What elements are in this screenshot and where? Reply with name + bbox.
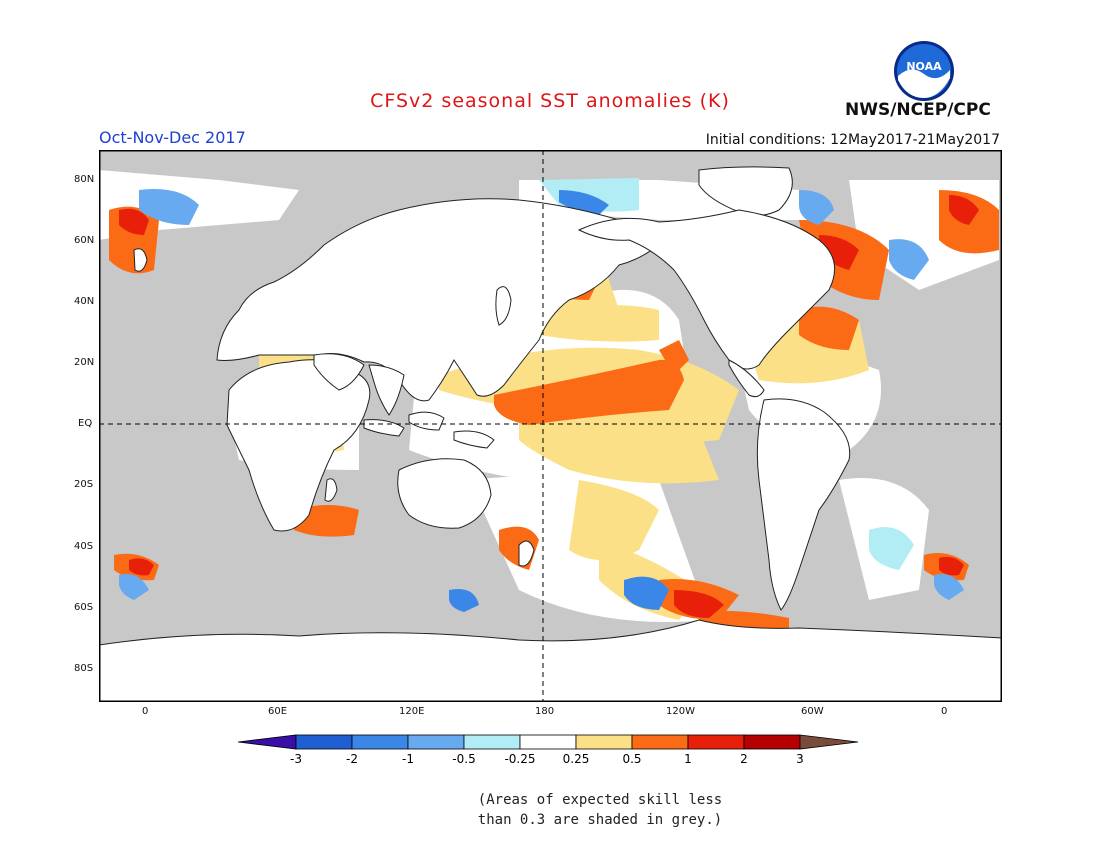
lat-label: 60N <box>74 235 95 246</box>
colorbar-label: 3 <box>796 752 804 766</box>
colorbar-label: 0.5 <box>622 752 642 766</box>
colorbar-label: -0.5 <box>452 752 476 766</box>
colorbar-label: -2 <box>346 752 358 766</box>
skill-note-line: than 0.3 are shaded in grey.) <box>477 812 723 828</box>
lon-label: 60E <box>268 706 288 717</box>
lon-label: 180 <box>535 706 555 717</box>
lat-label: 20N <box>74 357 95 368</box>
colorbar-segment <box>407 734 465 750</box>
chart-title: CFSv2 seasonal SST anomalies (K) <box>370 90 730 112</box>
skill-note: (Areas of expected skill less than 0.3 a… <box>420 790 780 830</box>
initial-conditions-label: Initial conditions: 12May2017-21May2017 <box>705 132 1000 148</box>
colorbar-segment <box>743 734 801 750</box>
colorbar-label: -3 <box>290 752 302 766</box>
lat-label: 20S <box>74 479 94 490</box>
colorbar-label: 2 <box>740 752 748 766</box>
colorbar-segment <box>351 734 409 750</box>
colorbar-segment <box>687 734 745 750</box>
svg-text:NOAA: NOAA <box>906 60 942 73</box>
lat-label: 80N <box>74 174 95 185</box>
colorbar-label: 0.25 <box>562 752 590 766</box>
colorbar <box>238 734 859 750</box>
lon-label: 120E <box>399 706 425 717</box>
lat-label: 60S <box>74 602 94 613</box>
agency-label: NWS/NCEP/CPC <box>845 100 991 120</box>
sst-anomaly-map <box>99 150 1002 702</box>
continents <box>99 166 1002 702</box>
season-label: Oct-Nov-Dec 2017 <box>99 128 246 147</box>
lon-label: 60W <box>801 706 824 717</box>
map-frame <box>99 150 1002 702</box>
colorbar-label: -1 <box>402 752 414 766</box>
colorbar-label: -0.25 <box>504 752 536 766</box>
colorbar-segment <box>295 734 353 750</box>
lon-label: 0 <box>941 706 948 717</box>
colorbar-segment <box>575 734 633 750</box>
lat-label: 40N <box>74 296 95 307</box>
colorbar-label: 1 <box>684 752 692 766</box>
colorbar-segment <box>463 734 521 750</box>
colorbar-segment <box>519 734 577 750</box>
colorbar-segment <box>631 734 689 750</box>
noaa-logo: NOAA <box>894 41 954 101</box>
lat-label: 40S <box>74 541 94 552</box>
lon-label: 120W <box>666 706 695 717</box>
lon-label: 0 <box>142 706 149 717</box>
lat-label: EQ <box>78 418 93 429</box>
skill-note-line: (Areas of expected skill less <box>477 792 723 808</box>
colorbar-extend-low <box>238 734 297 750</box>
lat-label: 80S <box>74 663 94 674</box>
colorbar-extend-high <box>799 734 859 750</box>
